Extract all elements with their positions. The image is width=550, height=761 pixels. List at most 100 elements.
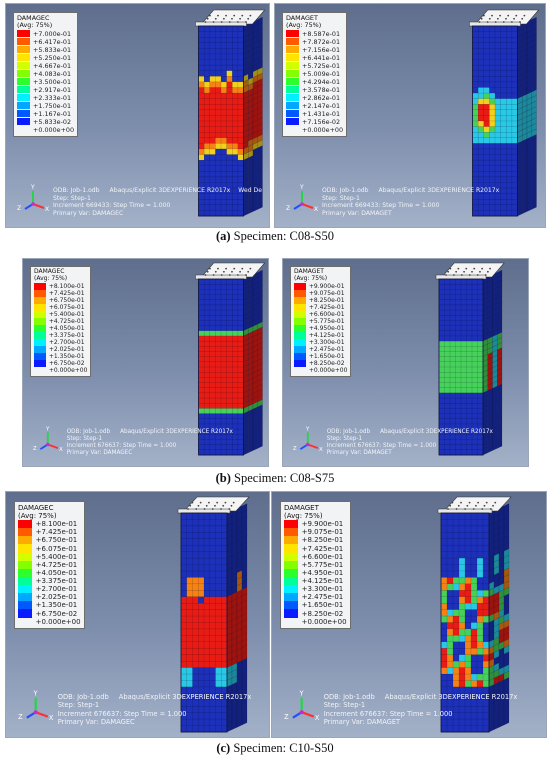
legend-value: +5.775e-01 <box>308 317 345 325</box>
odb-info-block: ODB: Job-1.odb Abaqus/Explicit 3DEXPERIEN… <box>322 187 499 217</box>
primary-var-line: Primary Var: DAMAGEC <box>66 450 133 457</box>
legend-value: +6.441e-01 <box>302 53 341 62</box>
legend-entry: +9.075e-01 <box>284 528 347 537</box>
legend-value: +2.917e-01 <box>33 85 72 94</box>
legend-entry: +4.725e-01 <box>34 318 87 325</box>
legend-value: +3.300e-01 <box>301 585 344 594</box>
legend-entry: +3.500e-01 <box>17 78 74 86</box>
legend-swatch <box>17 94 30 102</box>
legend-entry: +1.650e-01 <box>284 601 347 610</box>
legend-value: +8.250e-01 <box>308 296 345 304</box>
axis-z-label: Z <box>33 446 37 452</box>
legend-entry: +4.667e-01 <box>17 62 74 70</box>
axis-y-label: Y <box>30 184 35 191</box>
legend-value: +5.400e-01 <box>48 310 85 318</box>
primary-var-line: Primary Var: DAMAGEC <box>53 209 124 217</box>
legend-entry: +9.075e-01 <box>294 290 347 297</box>
legend-swatch <box>294 324 307 332</box>
legend-swatch <box>294 352 307 360</box>
legend-entry: +0.000e+00 <box>284 618 347 626</box>
legend-swatch <box>18 620 32 623</box>
legend-value: +4.125e-01 <box>308 331 345 339</box>
legend-value: +2.475e-01 <box>308 345 345 353</box>
legend-swatch <box>284 536 299 545</box>
legend-value: +7.156e-02 <box>302 117 341 126</box>
legend-value: +6.750e-01 <box>35 536 78 545</box>
solver-version: Abaqus/Explicit 3DEXPERIENCE R2017x <box>109 187 231 194</box>
legend-swatch <box>17 38 30 46</box>
legend-swatch <box>286 78 299 86</box>
legend-entry: +7.425e-01 <box>34 290 87 297</box>
column-model <box>195 262 266 456</box>
legend-swatch <box>17 70 30 78</box>
legend-averaging: (Avg: 75%) <box>294 274 328 282</box>
step-line: Step: Step-1 <box>322 194 360 202</box>
legend-value: +8.250e-02 <box>301 609 344 618</box>
legend-swatch <box>18 528 33 537</box>
solver-version: Abaqus/Explicit 3DEXPERIENCE R2017x <box>384 693 518 701</box>
legend-value: +2.147e-01 <box>302 101 341 110</box>
legend-variable: DAMAGEC <box>17 14 50 22</box>
legend-entry: +2.700e-01 <box>34 339 87 346</box>
legend-entry: +1.350e-01 <box>18 601 81 610</box>
legend-value: +9.075e-01 <box>301 528 344 537</box>
legend-entry: +8.100e-01 <box>18 520 81 529</box>
column-model <box>437 496 512 733</box>
legend-entry: +2.475e-01 <box>294 346 347 353</box>
contour-legend: DAMAGET (Avg: 75%) +9.900e-01 +9.075e-01 +8.… <box>280 501 351 629</box>
legend-value: +5.833e-01 <box>33 45 72 54</box>
legend-value: +5.833e-02 <box>33 117 72 126</box>
legend-variable: DAMAGEC <box>34 268 65 275</box>
legend-swatch <box>34 324 47 332</box>
legend-swatch <box>294 331 307 339</box>
column-model <box>177 496 250 733</box>
legend-value: +4.083e-01 <box>33 69 72 78</box>
legend-swatch <box>286 128 299 131</box>
legend-value: +6.750e-01 <box>48 296 85 304</box>
legend-value: +1.350e-01 <box>48 352 85 360</box>
contour-legend: DAMAGET (Avg: 75%) +9.900e-01 +9.075e-01 +8.… <box>290 266 352 377</box>
legend-swatch <box>17 62 30 70</box>
legend-entry: +5.400e-01 <box>34 311 87 318</box>
step-line: Step: Step-1 <box>326 435 362 442</box>
step-line: Step: Step-1 <box>323 701 366 710</box>
legend-swatch <box>286 118 299 126</box>
legend-entry: +4.125e-01 <box>294 332 347 339</box>
column-render <box>195 262 266 456</box>
legend-entry: +2.025e-01 <box>18 593 81 602</box>
legend-entry: +2.025e-01 <box>34 346 87 353</box>
legend-value: +3.500e-01 <box>33 77 72 86</box>
legend-value: +3.375e-01 <box>35 577 78 586</box>
legend-value: +4.950e-01 <box>308 324 345 332</box>
legend-value: +4.725e-01 <box>35 560 78 569</box>
odb-line: ODB: Job-1.odb Abaqus/Explicit 3DEXPERIEN… <box>324 693 518 701</box>
legend-value: +6.417e-01 <box>33 37 72 46</box>
legend-entry: +7.425e-01 <box>294 304 347 311</box>
legend-value: +6.075e-01 <box>48 303 85 311</box>
legend-value: +9.900e-01 <box>301 520 344 529</box>
contour-legend: DAMAGEC (Avg: 75%) +8.100e-01 +7.425e-01 +6.… <box>30 266 92 377</box>
legend-entry: +5.833e-02 <box>17 118 74 126</box>
legend-swatch <box>17 102 30 110</box>
legend-entry: +6.441e-01 <box>286 54 343 62</box>
legend-swatch <box>286 38 299 46</box>
axis-triad: Y Z X <box>17 184 49 212</box>
odb-file: ODB: Job-1.odb <box>53 187 100 194</box>
legend-swatch <box>284 560 299 569</box>
legend-entry: +7.000e-01 <box>17 30 74 38</box>
legend-swatch <box>17 78 30 86</box>
legend-entry: +8.587e-01 <box>286 30 343 38</box>
column-render <box>469 9 540 217</box>
legend-entry: +2.147e-01 <box>286 102 343 110</box>
legend-swatch <box>284 576 299 586</box>
legend-entry: +5.833e-01 <box>17 46 74 54</box>
legend-entry: +1.750e-01 <box>17 102 74 110</box>
legend-value: +3.578e-01 <box>302 85 341 94</box>
legend-swatch <box>18 544 33 553</box>
legend-swatch <box>294 303 307 311</box>
axis-z-label: Z <box>17 205 21 212</box>
loading-plate <box>437 496 512 514</box>
legend-swatch <box>284 609 299 618</box>
axis-z-label: Z <box>284 712 289 720</box>
legend-swatch <box>286 86 299 94</box>
